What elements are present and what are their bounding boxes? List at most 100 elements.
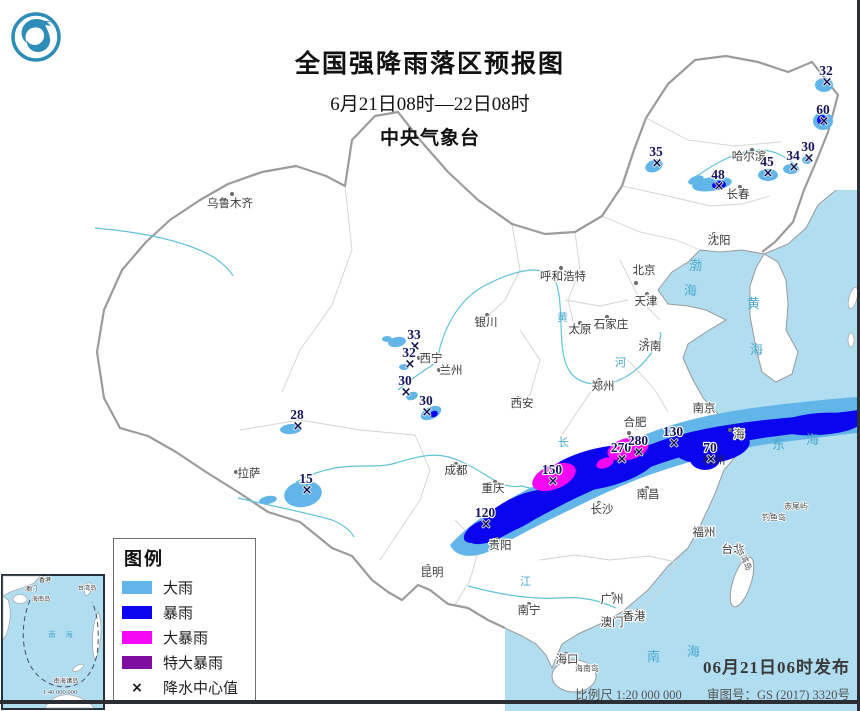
city-dot	[416, 355, 422, 361]
precip-center-mark: ×	[617, 452, 628, 467]
coastline	[504, 189, 837, 670]
city-label: 乌鲁木齐	[207, 196, 253, 210]
city-dot	[610, 591, 616, 597]
city-dot	[737, 184, 743, 190]
inset-palawan	[72, 664, 84, 672]
inset-taiwan	[84, 582, 92, 596]
city-label: 福州	[693, 525, 716, 539]
city-label: 石家庄	[594, 317, 629, 331]
city-label: 澳门	[601, 615, 624, 629]
precip-center-value: 28	[290, 407, 304, 422]
precip-center-value: 30	[419, 393, 433, 408]
map-scale: 比例尺 1:20 000 000	[575, 688, 682, 702]
inset-scale: 1:40 000 000	[43, 689, 77, 696]
city-label: 台北	[722, 542, 745, 556]
sea-label: 南	[647, 649, 661, 664]
hainan-island	[551, 659, 597, 693]
city-label: 杭州	[703, 453, 726, 467]
japan-islands	[847, 286, 859, 348]
precip-center-mark: ×	[804, 151, 815, 166]
agency-logo	[11, 12, 61, 62]
precip-center-mark: ×	[652, 156, 663, 171]
city-dot	[633, 280, 639, 286]
city-label: 西安	[511, 396, 534, 410]
inset-luzon	[92, 611, 102, 661]
city-dot	[515, 395, 521, 401]
approval-number: 审图号：GS (2017) 3320号	[706, 688, 850, 702]
city-dot	[453, 461, 459, 467]
release-info: 06月21日06时发布 比例尺 1:20 000 000 审图号：GS (201…	[575, 653, 850, 703]
inset-hainan	[12, 594, 28, 604]
precip-center-value: 15	[299, 471, 313, 486]
precip-center-value: 280	[628, 433, 649, 448]
precip-center-label: 降水中心值	[163, 681, 239, 697]
city-label: 南京	[693, 401, 716, 415]
city-dot	[634, 608, 640, 614]
legend-rows: 大雨暴雨大暴雨特大暴雨	[122, 575, 247, 675]
city-label: 广州	[601, 593, 624, 606]
city-dot	[563, 651, 569, 657]
city-label: 南宁	[518, 603, 541, 617]
legend-item-precip-center: × 降水中心值	[122, 675, 247, 700]
legend-swatch	[122, 606, 152, 619]
precip-center-mark: ×	[819, 114, 830, 129]
city-dot	[727, 427, 733, 433]
city-dot	[596, 500, 602, 506]
city-dot	[494, 536, 500, 542]
title-block: 全国强降雨落区预报图 6月21日08时—22日08时 中央气象台	[230, 44, 630, 150]
city-dot	[596, 377, 602, 383]
logo-dragon-swirl	[21, 19, 53, 52]
city-dot	[526, 601, 532, 607]
legend-label: 特大暴雨	[163, 656, 224, 672]
city-label: 哈尔滨	[732, 149, 767, 163]
sea-label: 海	[687, 644, 701, 659]
river-label: 长	[558, 436, 569, 449]
legend-item: 暴雨	[122, 600, 247, 625]
sea-label: 海	[750, 342, 764, 357]
city-dot	[693, 403, 699, 409]
precip-center-mark: ×	[422, 405, 433, 420]
legend-swatch	[122, 581, 152, 594]
sea-label: 海	[684, 283, 698, 298]
island-label: 赤尾屿	[784, 502, 808, 511]
precip-center-mark: ×	[548, 474, 559, 489]
legend-label: 大暴雨	[163, 631, 209, 647]
rain-zone-severe-rainstorm	[617, 449, 643, 462]
map-frame-right	[857, 0, 860, 711]
province-borders	[239, 117, 782, 611]
precip-center-mark: ×	[706, 452, 717, 467]
agency-name: 中央气象台	[379, 128, 480, 149]
city-label: 呼和浩特	[540, 269, 586, 283]
map-title: 全国强降雨落区预报图	[294, 51, 565, 78]
legend-label: 大雨	[163, 581, 194, 597]
inset-label: 澳门	[25, 585, 37, 593]
city-label: 沈阳	[708, 233, 731, 247]
city-label: 重庆	[482, 481, 505, 495]
taiwan-island	[729, 556, 755, 608]
city-label: 海口	[556, 652, 579, 666]
city-label: 太原	[569, 323, 592, 336]
city-dot	[703, 526, 709, 532]
precip-center-mark: ×	[401, 385, 412, 400]
precip-center-mark: ×	[410, 339, 421, 354]
city-label: 成都	[445, 464, 468, 477]
precip-center-value: 35	[649, 144, 663, 159]
legend: 图例 大雨 暴雨 大暴雨 特大暴雨 × 降水中心值	[113, 538, 256, 703]
city-dot	[577, 320, 583, 326]
city-dot	[736, 543, 742, 549]
city-dot	[558, 265, 564, 271]
legend-swatch	[122, 656, 152, 669]
city-label: 北京	[633, 263, 656, 277]
city-dot	[484, 312, 490, 318]
city-label: 香港	[623, 610, 646, 623]
precip-center-value: 30	[801, 139, 815, 154]
city-label: 兰州	[440, 364, 463, 377]
sea-label: 海	[806, 432, 820, 447]
map-frame-bottom	[0, 700, 860, 704]
city-dot	[644, 485, 650, 491]
city-label: 南昌	[637, 487, 660, 501]
city-dot	[229, 191, 235, 197]
city-dot	[643, 337, 649, 343]
